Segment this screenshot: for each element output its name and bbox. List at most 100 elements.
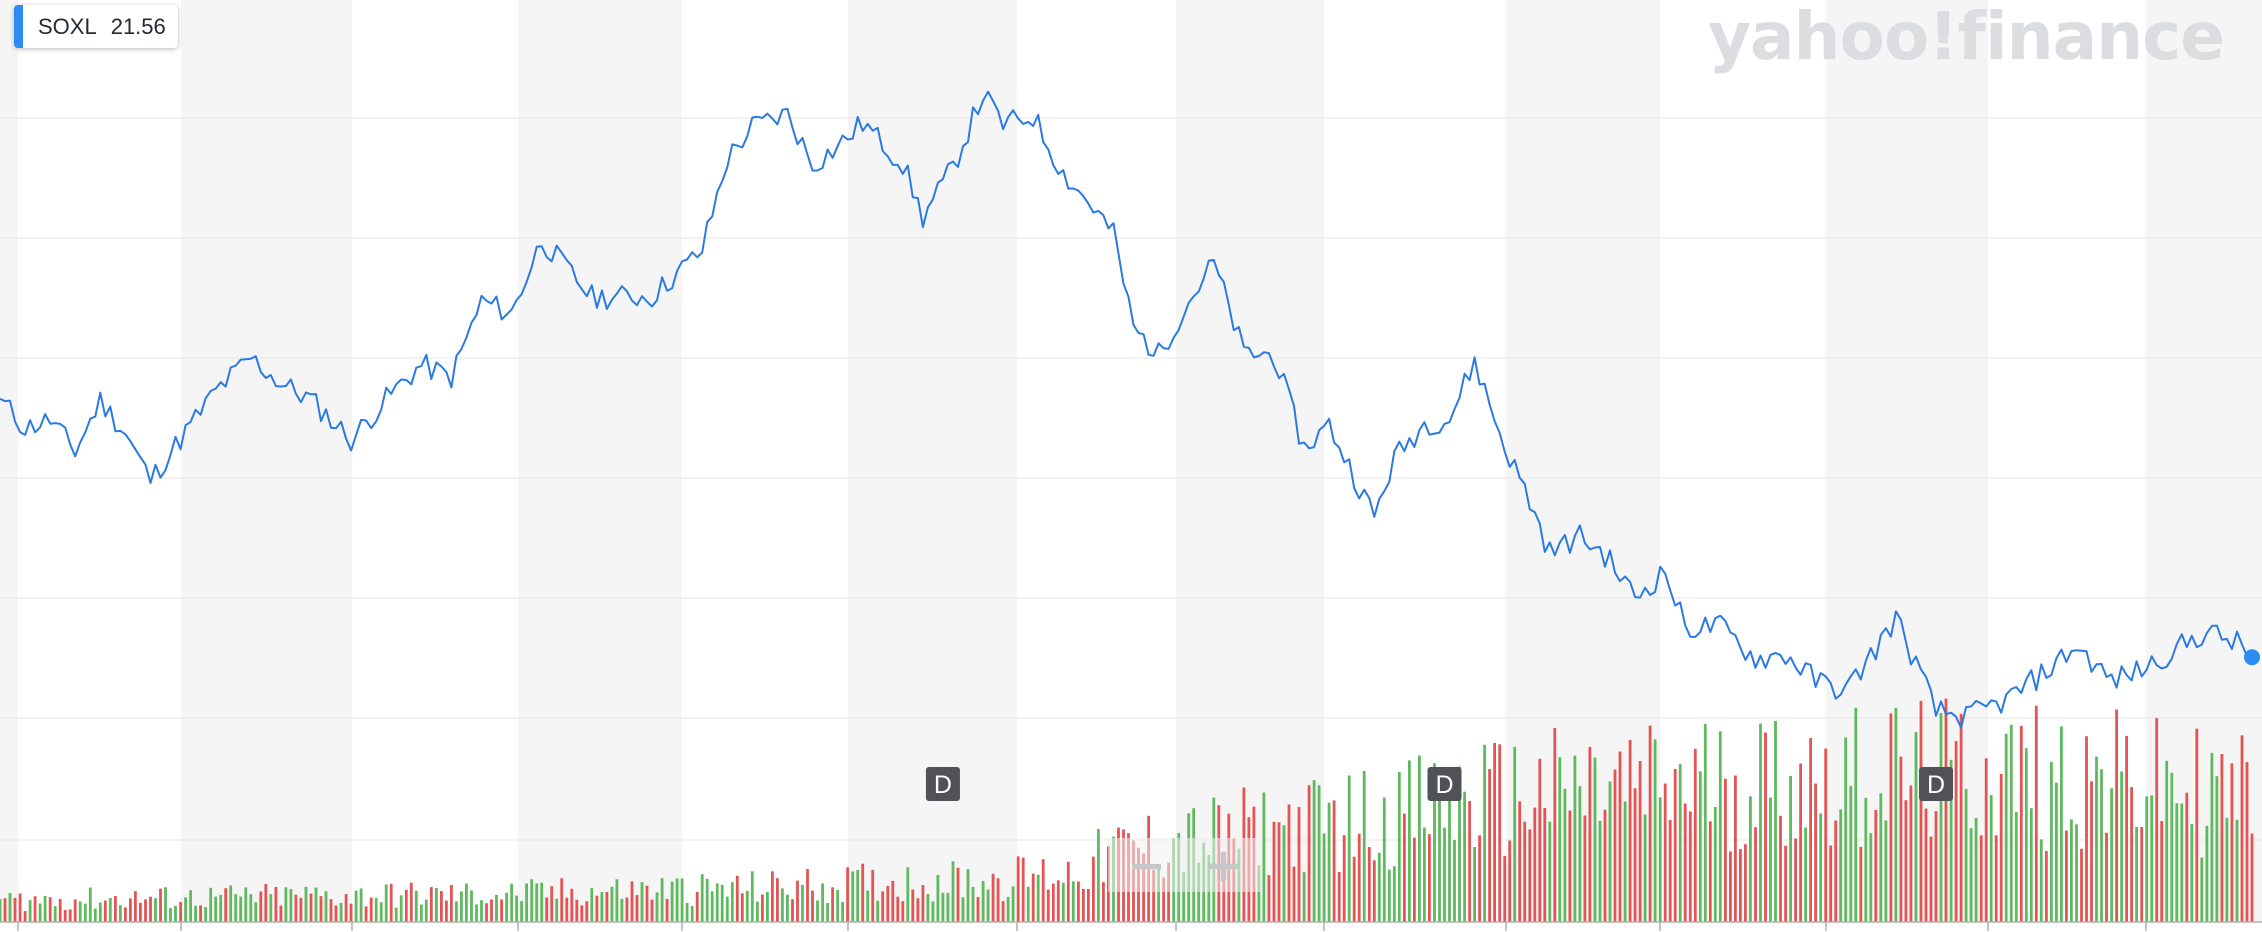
event-marker-label: D (1435, 771, 1453, 799)
volume-bar (565, 897, 569, 922)
event-marker-box (1919, 767, 1954, 801)
volume-bar (399, 895, 403, 922)
volume-bar (379, 902, 383, 922)
volume-bar (23, 911, 27, 922)
volume-bar (2034, 705, 2038, 922)
volume-bar (1257, 865, 1261, 922)
volume-bar (1724, 778, 1727, 922)
volume-bar (635, 895, 639, 922)
volume-bar (916, 898, 920, 922)
volume-bar (595, 895, 599, 922)
volume-bar (1909, 785, 1913, 922)
volume-bar (2085, 736, 2088, 922)
time-band (181, 0, 352, 922)
volume-bar (2195, 728, 2199, 922)
volume-bar (465, 883, 468, 922)
volume-bar (83, 903, 87, 922)
volume-bar (811, 890, 814, 922)
volume-bar (1754, 827, 1757, 922)
volume-bar (655, 892, 659, 922)
volume-bar (1493, 743, 1496, 922)
volume-bar (1533, 807, 1537, 922)
volume-bar (1102, 882, 1105, 922)
volume-bar (2070, 819, 2073, 922)
zoom-control[interactable]: − + (1108, 838, 1262, 892)
volume-bar (2160, 821, 2164, 922)
zoom-out-button[interactable]: − (1127, 838, 1166, 892)
volume-bar (505, 892, 508, 922)
volume-bar (946, 892, 950, 922)
volume-bar (199, 905, 202, 922)
volume-bar (119, 905, 122, 922)
event-marker[interactable]: D (1919, 767, 1954, 801)
volume-bar (861, 863, 865, 922)
volume-bar (2120, 771, 2123, 922)
ticker-accent-bar (14, 5, 23, 48)
volume-bar (906, 867, 910, 922)
volume-bar (991, 873, 995, 922)
volume-bar (1819, 813, 1823, 922)
volume-bar (866, 890, 870, 922)
volume-bar (936, 875, 940, 922)
x-axis-baseline (0, 921, 2262, 931)
volume-bar (1342, 835, 1346, 922)
volume-bar (660, 878, 664, 922)
volume-bar (304, 886, 308, 922)
volume-bar (821, 883, 824, 922)
volume-bar (1994, 835, 1998, 922)
volume-bar (1959, 713, 1963, 922)
event-marker[interactable]: D (1427, 767, 1462, 801)
volume-bar (1392, 866, 1396, 922)
volume-bar (510, 883, 513, 922)
volume-bar (314, 887, 318, 922)
ticker-symbol: SOXL (38, 13, 97, 39)
event-marker[interactable]: D (925, 767, 960, 801)
volume-bar (986, 889, 990, 922)
volume-bar (299, 897, 303, 922)
volume-bar (1769, 797, 1772, 922)
volume-bar (846, 867, 849, 922)
volume-bar (1899, 756, 1903, 922)
volume-bar (3, 898, 7, 922)
volume-bar (179, 902, 182, 922)
volume-bar (1914, 732, 1918, 922)
volume-bar (475, 904, 478, 922)
volume-bar (1804, 827, 1807, 922)
volume-bar (1663, 783, 1667, 922)
volume-bar (1468, 801, 1471, 922)
ticker-badge[interactable]: SOXL 21.56 (14, 5, 178, 48)
volume-bar (2190, 824, 2194, 922)
volume-bar (881, 891, 885, 922)
volume-bar (134, 891, 137, 922)
volume-bar (1974, 818, 1978, 922)
volume-bar (2200, 857, 2204, 922)
volume-bar (740, 893, 744, 922)
volume-bar (2210, 752, 2214, 922)
volume-bar (364, 906, 368, 922)
volume-bar (941, 892, 945, 922)
volume-bar (1051, 883, 1055, 922)
volume-bar (2100, 769, 2103, 922)
volume-bar (1518, 801, 1522, 922)
volume-bar (1829, 845, 1833, 922)
volume-bar (856, 870, 860, 922)
volume-bar (2050, 762, 2053, 922)
volume-bar (540, 882, 544, 922)
volume-bar (53, 906, 57, 922)
ticker-price: 21.56 (110, 13, 166, 39)
volume-bar (1046, 889, 1050, 922)
zoom-in-button[interactable]: + (1204, 838, 1243, 892)
volume-bar (1277, 822, 1281, 922)
volume-bar (1387, 869, 1391, 922)
volume-bar (2009, 724, 2013, 922)
volume-bar (154, 898, 157, 922)
volume-bar (1668, 819, 1672, 922)
volume-bar (1949, 759, 1953, 922)
volume-bar (951, 861, 955, 922)
volume-bar (2130, 787, 2133, 922)
volume-bar (189, 890, 192, 922)
volume-bar (1367, 847, 1371, 922)
